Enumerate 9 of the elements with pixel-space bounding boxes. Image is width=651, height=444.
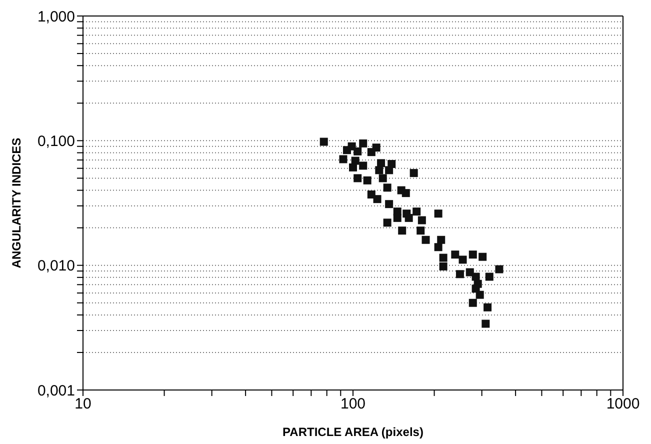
- y-tick-label: 1,000: [37, 8, 75, 26]
- x-tick-label: 1000: [606, 396, 640, 413]
- x-tick-label: 100: [340, 396, 366, 413]
- y-tick-label: 0,010: [37, 258, 75, 275]
- y-tick-label: 0,100: [37, 132, 75, 150]
- y-tick-label: 0,001: [37, 382, 75, 400]
- x-tick-label: 10: [74, 396, 92, 413]
- x-axis-title: PARTICLE AREA (pixels): [282, 425, 424, 439]
- y-axis-title: ANGULARITY INDICES: [9, 138, 24, 268]
